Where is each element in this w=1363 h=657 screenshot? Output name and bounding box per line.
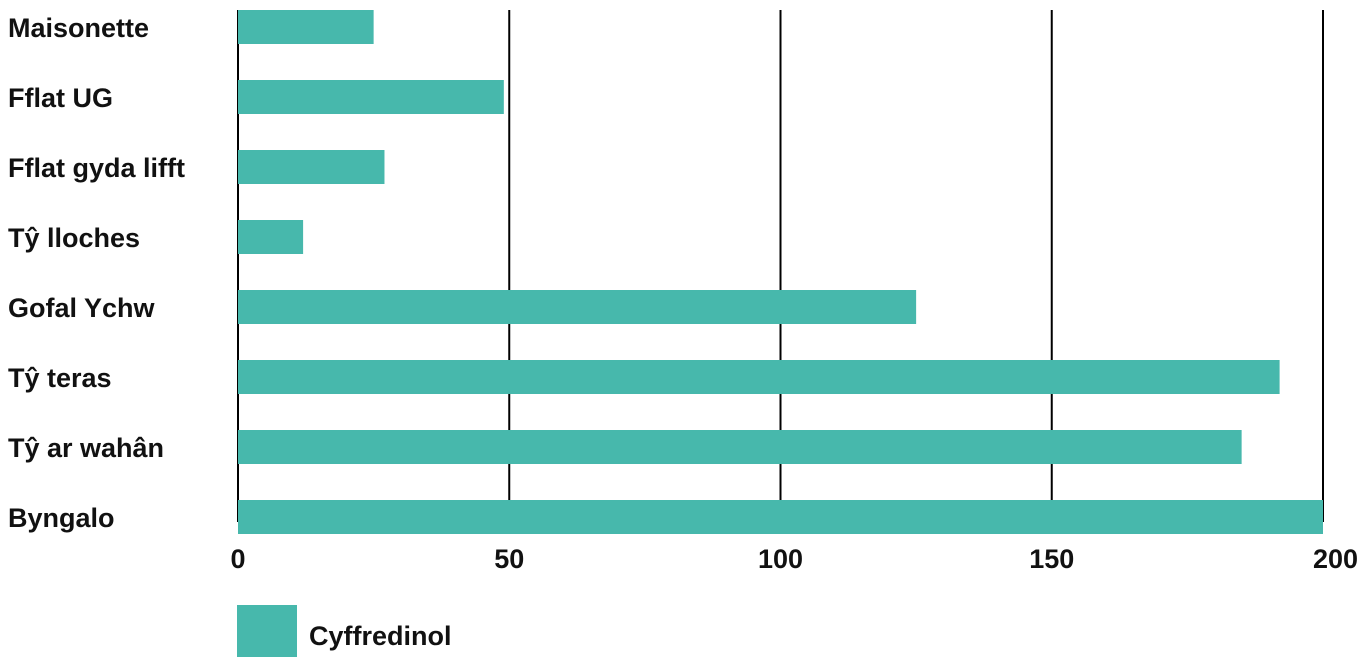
legend: Cyffredinol <box>237 605 452 657</box>
bar-8 <box>238 500 1323 534</box>
x-tick-labels: 0 50 100 150 200 <box>230 544 1358 574</box>
bar-7 <box>238 430 1242 464</box>
x-tick-label: 100 <box>758 544 803 574</box>
category-label: Gofal Ychw <box>8 293 156 323</box>
bar-5 <box>238 290 917 324</box>
legend-label: Cyffredinol <box>309 621 452 651</box>
x-tick-label: 150 <box>1029 544 1074 574</box>
bar-2 <box>238 80 504 114</box>
legend-swatch <box>237 605 297 657</box>
bars <box>238 10 1323 534</box>
bar-6 <box>238 360 1280 394</box>
bar-1 <box>238 10 374 44</box>
category-label: Maisonette <box>8 13 149 43</box>
category-label: Fflat gyda lifft <box>8 153 185 183</box>
bar-3 <box>238 150 385 184</box>
category-label: Tŷ teras <box>8 363 112 393</box>
x-tick-label: 200 <box>1313 544 1358 574</box>
category-label: Tŷ lloches <box>8 223 140 253</box>
x-tick-label: 50 <box>494 544 524 574</box>
bar-4 <box>238 220 304 254</box>
category-label: Byngalo <box>8 503 115 533</box>
category-label: Tŷ ar wahân <box>8 433 164 463</box>
category-label: Fflat UG <box>8 83 113 113</box>
category-labels: Maisonette Fflat UG Fflat gyda lifft Tŷ llo… <box>8 13 185 533</box>
x-tick-label: 0 <box>230 544 245 574</box>
